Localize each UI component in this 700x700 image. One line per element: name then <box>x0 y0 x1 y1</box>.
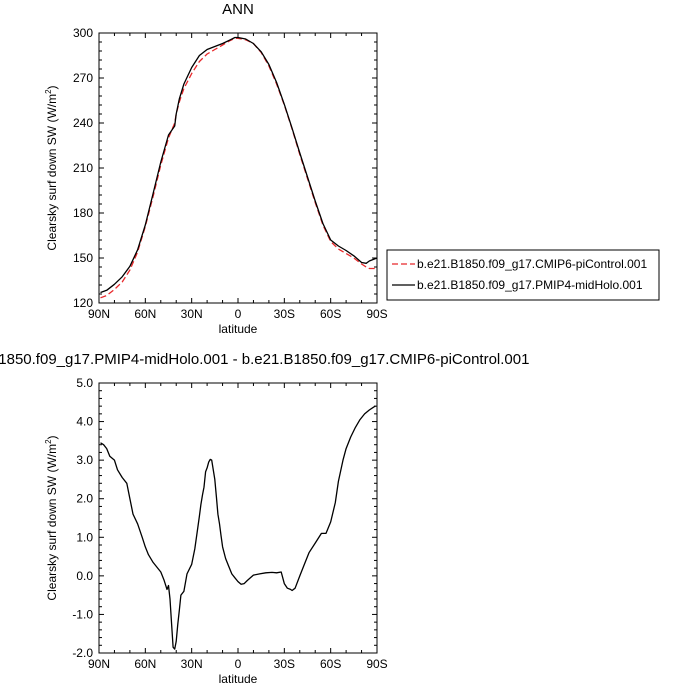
x-tick-label: 0 <box>235 307 242 321</box>
y-axis-label-main: Clearsky surf down SW (W/m <box>45 444 59 601</box>
y-tick-label: 240 <box>73 116 93 130</box>
y-tick-label: 150 <box>73 251 93 265</box>
plot-frame <box>98 382 378 654</box>
y-axis-label-sup: 2 <box>44 439 53 444</box>
y-tick-label: 300 <box>73 26 93 40</box>
y-tick-label: 0.0 <box>76 569 93 583</box>
y-axis-label-main: Clearsky surf down SW (W/m <box>45 94 59 251</box>
series-line-1 <box>100 36 378 294</box>
y-tick-label: 4.0 <box>76 415 93 429</box>
x-tick-label: 30N <box>181 657 203 671</box>
series-line-0 <box>100 405 376 650</box>
legend-label-0: b.e21.B1850.f09_g17.CMIP6-piControl.001 <box>417 257 647 271</box>
y-tick-label: 210 <box>73 161 93 175</box>
legend-label-1: b.e21.B1850.f09_g17.PMIP4-midHolo.001 <box>417 278 643 292</box>
bottom-chart: b.e21.B1850.f09_g17.PMIP4-midHolo.001 - … <box>0 351 529 686</box>
y-tick-label: -1.0 <box>72 607 93 621</box>
y-tick-label: 2.0 <box>76 492 93 506</box>
x-tick-label: 90N <box>88 307 110 321</box>
y-tick-label: 270 <box>73 71 93 85</box>
chart-title: b.e21.B1850.f09_g17.PMIP4-midHolo.001 - … <box>0 351 529 368</box>
y-axis-label-close: ) <box>45 435 59 439</box>
x-tick-label: 60N <box>134 307 156 321</box>
series-line-0 <box>100 37 377 299</box>
y-tick-label: 1.0 <box>76 530 93 544</box>
y-axis-label: Clearsky surf down SW (W/m2) <box>44 85 59 250</box>
x-tick-label: 90S <box>366 657 387 671</box>
x-tick-label: 60S <box>320 657 341 671</box>
x-tick-label: 60N <box>134 657 156 671</box>
x-tick-label: 30S <box>274 657 295 671</box>
x-tick-label: 0 <box>235 657 242 671</box>
y-tick-label: 5.0 <box>76 376 93 390</box>
x-tick-label: 90N <box>88 657 110 671</box>
y-axis-label-sup: 2 <box>44 89 53 94</box>
plot-frame <box>98 32 378 304</box>
y-tick-label: 120 <box>73 296 93 310</box>
x-tick-label: 30N <box>181 307 203 321</box>
x-axis-label: latitude <box>219 322 258 336</box>
x-tick-label: 90S <box>366 307 387 321</box>
chart-title: ANN <box>222 1 254 18</box>
y-axis-label: Clearsky surf down SW (W/m2) <box>44 435 59 600</box>
y-tick-label: 3.0 <box>76 453 93 467</box>
top-chart: ANN 90N 60N 30N 0 30S 60S 90S 120 150 180 210 240 270… <box>44 1 660 336</box>
y-axis-label-close: ) <box>45 85 59 89</box>
x-tick-label: 30S <box>274 307 295 321</box>
y-tick-label: -2.0 <box>72 646 93 660</box>
y-tick-label: 180 <box>73 206 93 220</box>
x-axis-label: latitude <box>219 672 258 686</box>
x-tick-label: 60S <box>320 307 341 321</box>
legend-box <box>386 249 660 301</box>
